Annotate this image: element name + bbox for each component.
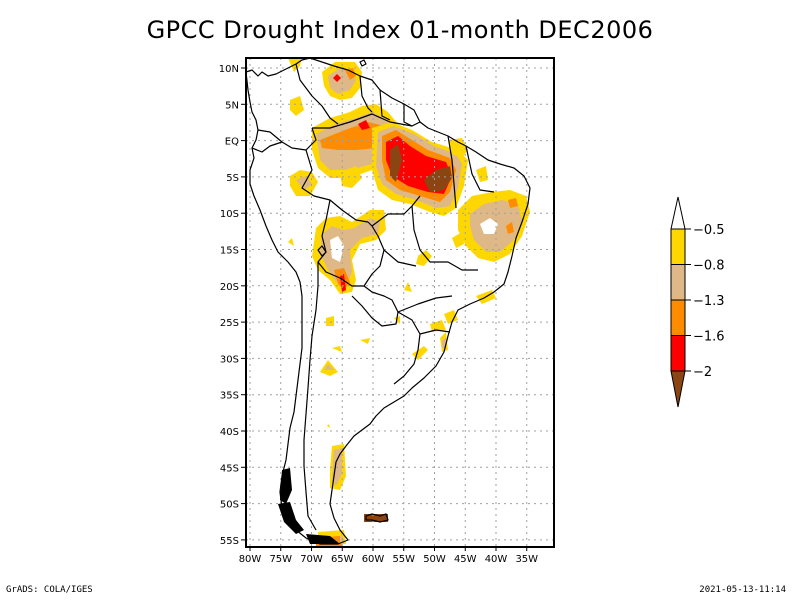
field-sp-yellow-1 [444, 310, 458, 324]
legend-label: −2 [693, 365, 712, 380]
field-venezuela-orange [345, 68, 356, 80]
field-peru-n-yellow [290, 96, 304, 116]
legend-below-triangle [670, 370, 686, 408]
border-paraguay [351, 285, 399, 327]
field-arg-tri-tan [324, 364, 334, 370]
legend-label: −0.5 [693, 223, 725, 238]
lat-tick-label: 55S [220, 536, 239, 547]
border-guyana-suriname [379, 89, 391, 121]
plot-frame [245, 57, 555, 548]
chile-fjord-islands [278, 468, 340, 544]
lon-tick-label: 35W [515, 554, 538, 565]
border-brazil-states-3 [447, 135, 457, 209]
field-amazon-n-red [358, 120, 370, 130]
field-arg-c1-yellow [332, 346, 342, 352]
map-title: GPCC Drought Index 01-month DEC2006 [146, 16, 654, 44]
lon-tick-label: 55W [392, 554, 415, 565]
field-ceara-yellow [476, 166, 488, 182]
field-peru-w-tan [296, 176, 312, 190]
border-peru-brazil [301, 149, 369, 223]
legend-swatch [670, 264, 686, 301]
lat-tick-label: 10N [219, 64, 239, 75]
lat-tick-label: 15S [220, 246, 239, 257]
field-arg-n-yellow [326, 316, 334, 326]
field-ms-yellow [404, 282, 412, 292]
south-america-coastline [246, 58, 531, 545]
lon-tick-label: 45W [454, 554, 477, 565]
border-bolivia [317, 199, 385, 287]
lat-tick-label: 25S [220, 318, 239, 329]
lat-tick-label: 20S [220, 282, 239, 293]
lake-titicaca [317, 245, 327, 257]
border-suriname-fguiana [403, 104, 413, 127]
lon-tick-label: 80W [239, 554, 262, 565]
lat-tick-label: 40S [220, 427, 239, 438]
trinidad [359, 59, 367, 67]
grads-credit: GrADS: COLA/IGES [6, 585, 93, 595]
field-peru-small [288, 238, 294, 246]
falklands-outline [365, 513, 389, 523]
border-brazil-states-1 [371, 195, 421, 227]
border-ecuador-peru [251, 141, 283, 153]
field-para-brown-east [424, 166, 452, 192]
legend-label: −0.8 [693, 259, 725, 274]
field-maranhao-yellow [448, 138, 468, 158]
field-ne-orange-2 [506, 222, 514, 234]
fjord-mass-1 [280, 468, 292, 504]
border-colombia-venezuela [295, 63, 339, 125]
field-goias-yellow [452, 232, 464, 248]
lon-tick-label: 75W [269, 554, 292, 565]
border-brazil-states-6 [397, 295, 453, 313]
border-brazil-states-4 [465, 145, 495, 193]
field-mg-yellow [416, 250, 432, 266]
field-sc-tan [442, 338, 446, 348]
lon-tick-label: 50W [423, 554, 446, 565]
field-para-brown-west [390, 144, 402, 182]
legend-label: −1.6 [693, 330, 725, 345]
border-brazil-states-2 [411, 205, 478, 271]
fjord-mass-3 [306, 534, 340, 544]
lat-tick-label: 45S [220, 463, 239, 474]
lat-tick-label: 35S [220, 391, 239, 402]
field-arg-c2-yellow [360, 338, 370, 344]
lon-tick-label: 60W [362, 554, 385, 565]
map-axes: 80W 75W 70W 65W 60W 55W 50W 45W 40W 35W 10N 5N EQ 5S 1… [219, 64, 538, 565]
legend-above-triangle [670, 196, 686, 230]
field-ne-orange-1 [508, 198, 518, 208]
lat-tick-label: EQ [225, 137, 239, 148]
lon-tick-label: 65W [331, 554, 354, 565]
field-arg-small [327, 424, 330, 428]
drought-fields [288, 58, 530, 546]
coastlines-and-borders [246, 58, 531, 545]
render-timestamp: 2021-05-13-11:14 [699, 585, 786, 595]
legend-swatch [670, 299, 686, 336]
colorbar-legend: −0.5 −0.8 −1.3 −1.6 −2 [670, 196, 725, 408]
border-chile-argentina [303, 262, 319, 531]
legend-label: −1.3 [693, 294, 725, 309]
fjord-mass-2 [278, 502, 304, 534]
field-bolivia-tan [320, 218, 380, 286]
legend-swatch [670, 335, 686, 372]
legend-swatch [670, 228, 686, 265]
border-argentina-brazil-uruguay [393, 311, 421, 385]
field-acre-yellow [340, 166, 362, 188]
field-ne-white-hole [480, 218, 498, 234]
lon-tick-label: 70W [300, 554, 323, 565]
lat-tick-label: 50S [220, 500, 239, 511]
lat-tick-label: 5N [225, 100, 239, 111]
lat-tick-label: 5S [226, 173, 239, 184]
border-brazil-states-5 [383, 249, 417, 267]
border-colombia-peru [257, 127, 317, 151]
field-venezuela-red [333, 74, 341, 82]
border-venezuela-guyana [359, 75, 373, 113]
lat-tick-label: 10S [220, 209, 239, 220]
border-brazil-states-7 [419, 329, 451, 335]
border-brazil-north [312, 113, 421, 129]
lon-tick-label: 40W [485, 554, 508, 565]
field-amazon-n-orange [320, 122, 388, 150]
lat-tick-label: 30S [220, 354, 239, 365]
